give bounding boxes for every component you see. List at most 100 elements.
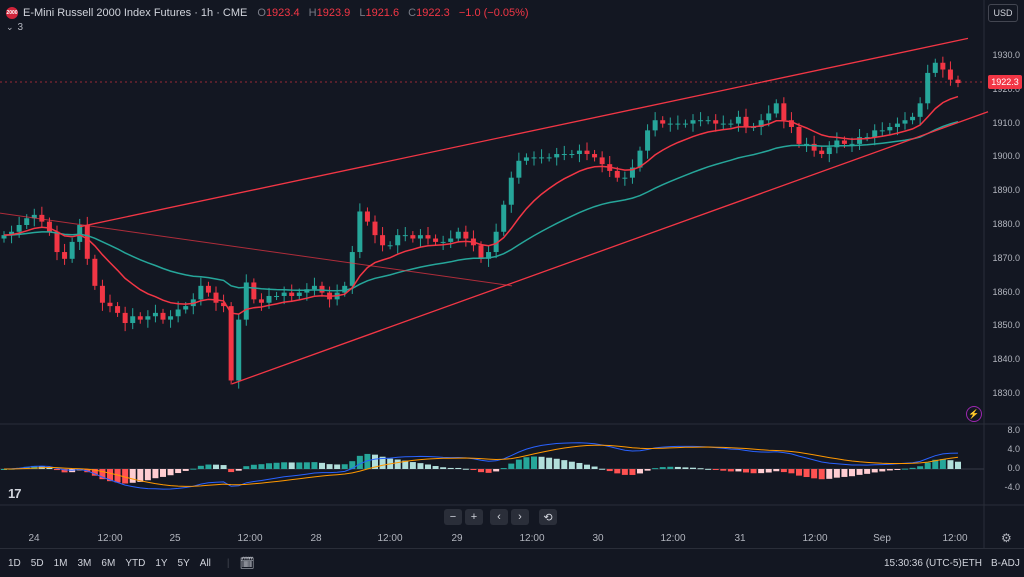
histogram-bar	[803, 469, 810, 478]
candle-body	[508, 177, 514, 205]
zoom-out-button[interactable]: −	[444, 509, 462, 525]
histogram-bar	[818, 469, 825, 480]
histogram-bar	[288, 462, 295, 469]
macd-line	[3, 442, 959, 490]
histogram-bar	[531, 456, 537, 469]
reset-chart-button[interactable]: ⟲	[539, 509, 557, 525]
histogram-bar	[114, 469, 121, 483]
candle-body	[266, 295, 272, 303]
candle-body	[690, 120, 696, 124]
candle-body	[221, 302, 227, 307]
tradingview-logo-icon[interactable]: 17	[8, 486, 22, 501]
time-axis-label: 31	[734, 533, 746, 544]
histogram-bar	[99, 469, 106, 480]
candle-body	[349, 252, 355, 286]
histogram-bar	[409, 462, 416, 469]
histogram-bar	[462, 468, 469, 470]
timeframe-all[interactable]: All	[199, 557, 211, 569]
candle-body	[652, 120, 658, 131]
time-axis-label: 29	[451, 533, 463, 544]
histogram-bar	[228, 469, 235, 473]
scroll-left-button[interactable]: ‹	[490, 509, 508, 525]
histogram-bar	[924, 462, 931, 469]
timeframe-6m[interactable]: 6M	[101, 557, 116, 569]
candle-body	[24, 218, 30, 225]
candle-body	[592, 154, 598, 158]
candle-body	[713, 120, 719, 124]
histogram-bar	[258, 464, 265, 469]
histogram-bar	[372, 454, 378, 469]
histogram-bar	[281, 462, 288, 469]
histogram-bar	[349, 461, 356, 469]
time-axis-label: 24	[28, 533, 40, 544]
symbol-title[interactable]: E-Mini Russell 2000 Index Futures · 1h ·…	[23, 7, 248, 19]
candle-body	[720, 123, 726, 125]
candle-body	[955, 79, 961, 84]
histogram-bar	[614, 469, 621, 474]
gear-icon[interactable]: ⚙	[1001, 531, 1012, 545]
currency-button[interactable]: USD	[988, 4, 1018, 22]
candle-body	[62, 252, 68, 259]
candle-body	[145, 316, 151, 320]
candle-body	[115, 306, 121, 313]
histogram-bar	[144, 469, 151, 481]
time-axis-label: 12:00	[97, 533, 123, 544]
time-axis-label: 12:00	[237, 533, 263, 544]
chart-canvas[interactable]	[0, 0, 1024, 548]
divider: |	[226, 557, 230, 569]
histogram-bar	[750, 469, 757, 474]
lightning-icon[interactable]: ⚡	[966, 406, 982, 422]
time-axis-label: Sep	[873, 533, 891, 544]
histogram-bar	[129, 469, 136, 483]
histogram-bar	[553, 458, 560, 469]
candle-body	[243, 282, 249, 320]
candle-body	[940, 62, 946, 70]
candle-body	[9, 231, 15, 236]
timeframe-1m[interactable]: 1M	[53, 557, 68, 569]
session-label[interactable]: ETH	[962, 557, 982, 569]
candle-body	[54, 231, 60, 253]
candle-body	[660, 120, 666, 124]
candle-body	[486, 252, 492, 259]
histogram-bar	[902, 468, 908, 470]
histogram-bar	[561, 460, 568, 469]
histogram-bar	[538, 456, 545, 469]
timeframe-3m[interactable]: 3M	[77, 557, 92, 569]
candle-body	[372, 221, 378, 236]
histogram-bar	[712, 469, 719, 470]
candle-body	[417, 235, 423, 239]
trendline-upper	[79, 37, 969, 228]
timeframe-ytd[interactable]: YTD	[125, 557, 146, 569]
clock[interactable]: 15:30:36 (UTC-5)	[884, 557, 962, 569]
zoom-in-button[interactable]: +	[465, 509, 483, 525]
candle-body	[319, 285, 325, 293]
timeframe-1y[interactable]: 1Y	[155, 557, 168, 569]
indicators-toggle[interactable]: ⌄ 3	[6, 22, 23, 33]
candle-body	[440, 241, 446, 243]
histogram-bar	[720, 469, 727, 471]
histogram-bar	[364, 453, 371, 469]
candle-body	[796, 126, 802, 144]
candle-body	[925, 72, 931, 104]
histogram-bar	[652, 468, 659, 470]
price-axis-label: 1880.0	[992, 219, 1020, 229]
candle-body	[834, 140, 840, 148]
scroll-right-button[interactable]: ›	[511, 509, 529, 525]
histogram-bar	[46, 467, 53, 469]
adjustment-label[interactable]: B-ADJ	[991, 557, 1020, 569]
calendar-icon[interactable]: 🗓	[239, 556, 255, 570]
histogram-bar	[220, 465, 227, 469]
histogram-bar	[705, 468, 712, 470]
histogram-bar	[849, 469, 855, 477]
timeframe-5y[interactable]: 5Y	[177, 557, 190, 569]
candle-body	[31, 214, 37, 219]
time-axis-label: 12:00	[942, 533, 968, 544]
histogram-bar	[402, 460, 409, 469]
histogram-bar	[432, 466, 439, 469]
histogram-bar	[690, 467, 696, 469]
candle-body	[107, 302, 113, 307]
timeframe-1d[interactable]: 1D	[8, 557, 21, 569]
candle-body	[819, 150, 825, 155]
timeframe-5d[interactable]: 5D	[30, 557, 44, 569]
candle-body	[357, 211, 363, 253]
